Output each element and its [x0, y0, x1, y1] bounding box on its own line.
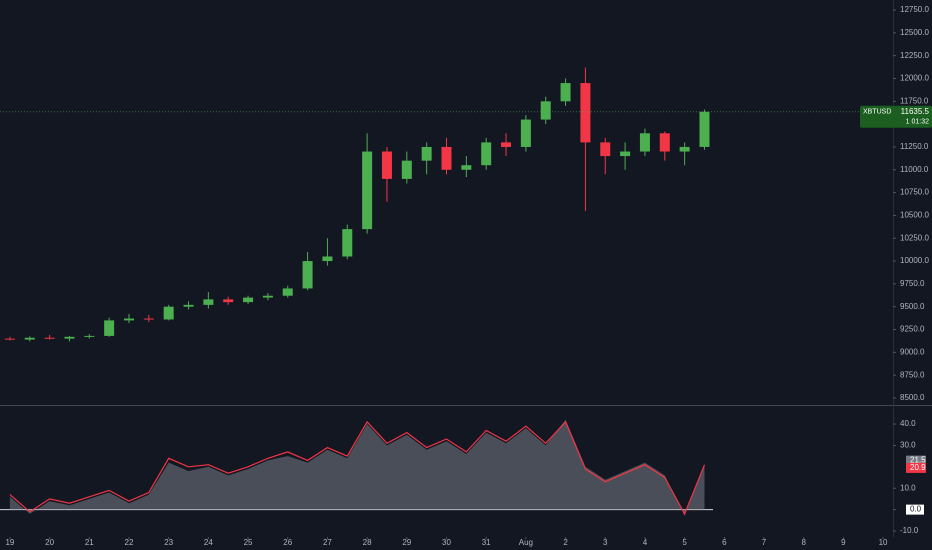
- x-tick-label: 25: [244, 538, 253, 547]
- y-tick-label: 9000.0: [900, 347, 925, 356]
- symbol-label: XBTUSD: [863, 109, 891, 116]
- countdown: 1 01:32: [906, 119, 929, 126]
- candle-body: [262, 295, 273, 298]
- y-tick-label: 9750.0: [900, 279, 925, 288]
- y-tick-label: 0.0: [910, 505, 922, 514]
- candle-body: [203, 299, 214, 305]
- candle-body: [580, 83, 591, 143]
- candle-body: [381, 151, 392, 179]
- last-value-box: [906, 462, 926, 473]
- x-tick-label: 10: [879, 538, 888, 547]
- x-tick-label: 31: [482, 538, 491, 547]
- candle-body: [481, 142, 492, 166]
- last-price: 11635.5: [901, 107, 930, 116]
- indicator-area: [9, 419, 705, 516]
- y-tick-label: 12750.0: [900, 5, 929, 14]
- candle-body: [123, 318, 134, 321]
- x-tick-label: 19: [5, 538, 14, 547]
- y-tick-label: 12000.0: [900, 74, 929, 83]
- candle-body: [342, 229, 353, 257]
- candle-body: [44, 337, 55, 339]
- y-tick-label: 10000.0: [900, 256, 929, 265]
- y-tick-label: 8750.0: [900, 370, 925, 379]
- y-tick-label: 11250.0: [900, 142, 929, 151]
- x-tick-label: 23: [164, 538, 173, 547]
- price-box: [860, 105, 932, 128]
- candle-body: [600, 142, 611, 157]
- x-tick-label: 20: [45, 538, 54, 547]
- candle-body: [501, 142, 512, 147]
- x-tick-label: 22: [125, 538, 134, 547]
- x-tick-label: 2: [563, 538, 568, 547]
- last-value-box: [906, 455, 926, 466]
- zero-box: [906, 504, 924, 515]
- x-tick-label: 7: [762, 538, 767, 547]
- y-tick-label: 30.0: [900, 441, 916, 450]
- indicator-line: [9, 420, 706, 516]
- x-tick-label: 8: [801, 538, 806, 547]
- y-tick-label: 12500.0: [900, 28, 929, 37]
- last-value: 20.9: [910, 463, 926, 472]
- candle-body: [282, 288, 293, 296]
- x-tick-label: 29: [402, 538, 411, 547]
- candle-body: [659, 133, 670, 152]
- x-tick-label: 4: [643, 538, 648, 547]
- x-tick-label: 21: [85, 538, 94, 547]
- y-tick-label: -10.0: [900, 526, 919, 535]
- candle-body: [302, 261, 313, 289]
- candle-body: [461, 165, 472, 170]
- candle-body: [679, 146, 690, 152]
- x-tick-label: 5: [682, 538, 687, 547]
- y-tick-label: 10250.0: [900, 233, 929, 242]
- candle-body: [64, 336, 75, 339]
- candle-body: [401, 160, 412, 179]
- candle-body: [104, 320, 115, 336]
- candle-body: [560, 83, 571, 102]
- y-tick-label: 8500.0: [900, 393, 925, 402]
- x-tick-label: 6: [722, 538, 727, 547]
- candle-body: [540, 101, 551, 120]
- x-tick-label: Aug: [519, 538, 533, 547]
- last-value: 21.5: [910, 456, 926, 465]
- candle-body: [223, 299, 234, 303]
- x-tick-label: 27: [323, 538, 332, 547]
- x-tick-label: 3: [603, 538, 608, 547]
- candle-body: [362, 151, 373, 230]
- candle-body: [24, 337, 35, 340]
- candle-body: [143, 318, 154, 320]
- candle-body: [421, 146, 432, 161]
- candle-body: [639, 133, 650, 152]
- y-tick-label: 10750.0: [900, 188, 929, 197]
- y-tick-label: 9500.0: [900, 302, 925, 311]
- y-tick-label: 40.0: [900, 419, 916, 428]
- y-tick-label: 11000.0: [900, 165, 929, 174]
- y-tick-label: 12250.0: [900, 51, 929, 60]
- candle-body: [4, 338, 15, 340]
- x-tick-label: 30: [442, 538, 451, 547]
- x-tick-label: 28: [363, 538, 372, 547]
- y-tick-label: 10.0: [900, 483, 916, 492]
- y-tick-label: 10500.0: [900, 211, 929, 220]
- candle-body: [322, 256, 333, 262]
- candle-body: [84, 335, 95, 337]
- x-tick-label: 9: [841, 538, 846, 547]
- x-tick-label: 24: [204, 538, 213, 547]
- x-tick-label: 26: [283, 538, 292, 547]
- candle-body: [441, 146, 452, 170]
- candle-body: [163, 306, 174, 320]
- candle-body: [620, 151, 631, 157]
- candle-body: [520, 119, 531, 147]
- y-tick-label: 9250.0: [900, 325, 925, 334]
- y-tick-label: 11750.0: [900, 96, 929, 105]
- candle-body: [183, 304, 194, 307]
- candle-body: [699, 111, 710, 147]
- candle-body: [243, 297, 254, 303]
